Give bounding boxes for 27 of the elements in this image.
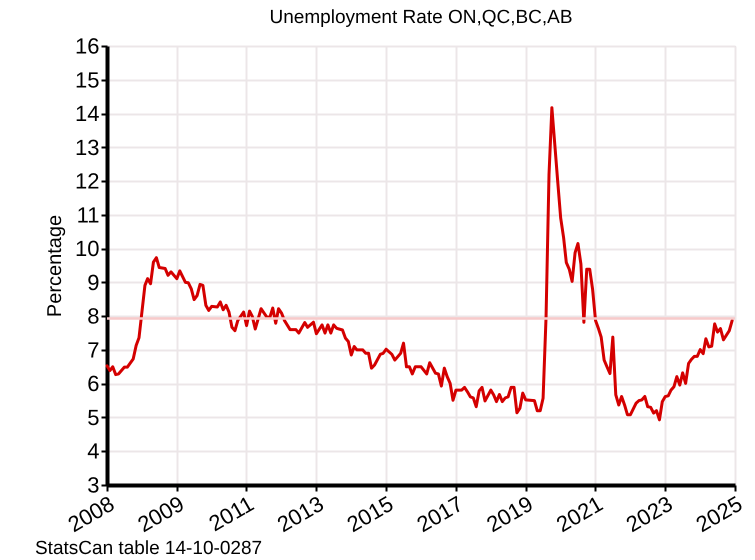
x-tick-label: 2015 (342, 490, 398, 538)
y-tick-label: 10 (75, 236, 100, 262)
x-tick-label: 2013 (272, 490, 328, 538)
y-axis-title: Percentage (44, 214, 66, 318)
x-tick-label: 2025 (692, 490, 746, 538)
y-tick-label: 9 (87, 270, 100, 295)
text: StatsCan table 14-10-0287 (35, 538, 262, 559)
y-tick-label: 6 (87, 371, 100, 396)
y-tick-label: 15 (75, 67, 100, 92)
y-tick-label: 13 (75, 134, 100, 160)
y-tick-label: 11 (76, 202, 100, 228)
line-series (106, 106, 734, 422)
y-tick-label: 4 (87, 438, 100, 464)
x-tick-label: 2009 (133, 490, 188, 538)
x-tick-label: 2017 (412, 490, 468, 538)
x-tick-label: 2019 (482, 490, 538, 538)
x-tick-label: 2011 (204, 490, 258, 536)
y-tick-label: 8 (87, 304, 100, 329)
y-tick-label: 5 (87, 404, 100, 430)
y-tick-label: 16 (75, 34, 100, 58)
chart-title: Unemployment Rate ON,QC,BC,AB (269, 7, 573, 28)
y-tick-label: 3 (87, 472, 100, 498)
x-tick-label: 2021 (552, 490, 607, 538)
y-tick-label: 14 (75, 101, 100, 126)
x-tick-label: 2023 (622, 490, 677, 538)
y-tick-label: 12 (75, 168, 100, 194)
y-tick-label: 7 (87, 337, 100, 362)
